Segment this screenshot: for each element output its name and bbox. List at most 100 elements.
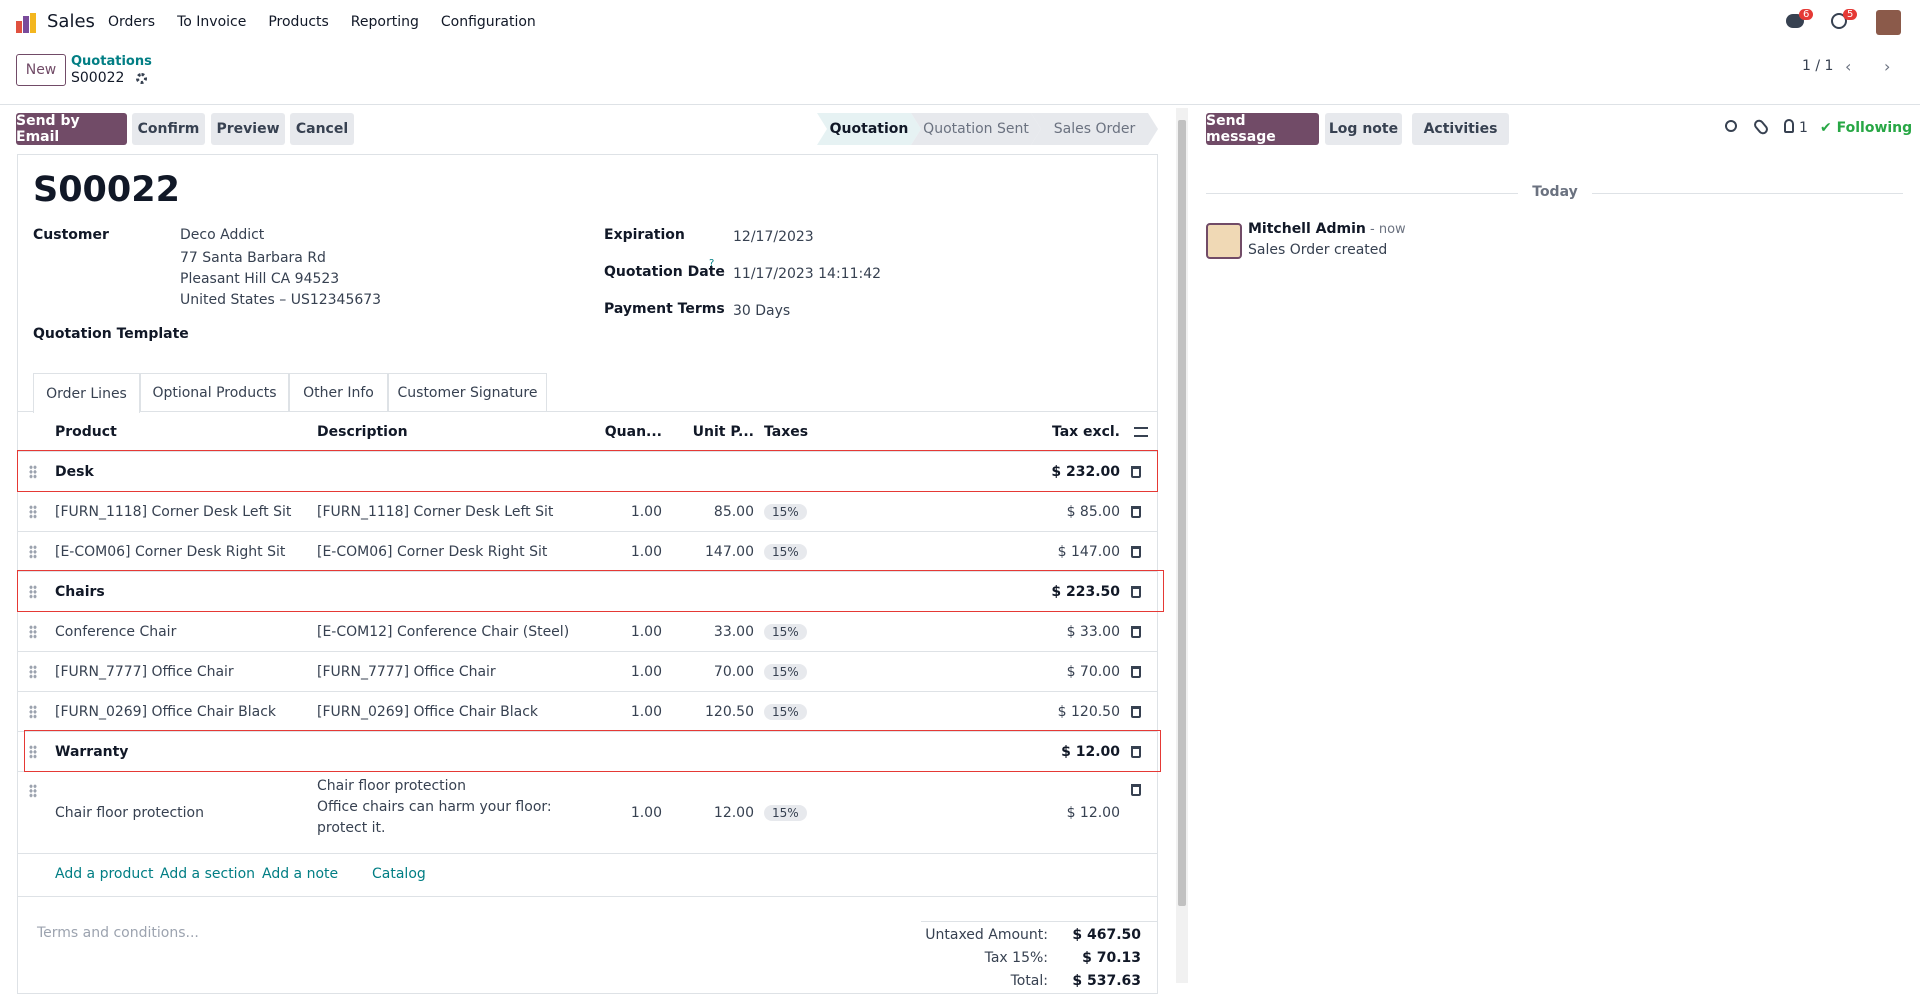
new-button[interactable]: New	[16, 54, 66, 86]
delete-icon[interactable]	[1131, 505, 1141, 518]
app-logo[interactable]	[16, 13, 38, 33]
field-value[interactable]: 30 Days	[733, 303, 791, 319]
order-line[interactable]: [E-COM06] Corner Desk Right Sit [E-COM06]…	[17, 532, 1158, 572]
drag-handle[interactable]	[29, 704, 37, 719]
order-line[interactable]: Chair floor protection Chair floor protec…	[17, 772, 1158, 854]
drag-handle[interactable]	[29, 624, 37, 639]
delete-icon[interactable]	[1131, 465, 1141, 478]
add-link[interactable]: Add a note	[262, 866, 339, 882]
order-line[interactable]: Conference Chair [E-COM12] Conference Cha…	[17, 612, 1158, 652]
author-avatar	[1206, 223, 1242, 259]
total-value: $ 537.63	[1072, 973, 1141, 989]
badge: 5	[1843, 9, 1858, 20]
divider	[921, 921, 1158, 922]
drag-handle[interactable]	[29, 504, 37, 519]
subtotal: $ 85.00	[1066, 503, 1120, 520]
action-button[interactable]: Preview	[211, 113, 285, 145]
drag-handle[interactable]	[29, 744, 37, 759]
subtotal: $ 33.00	[1066, 623, 1120, 640]
scroll-thumb[interactable]	[1178, 120, 1186, 906]
attachment-icon[interactable]	[1752, 117, 1770, 137]
follower-count[interactable]: 1	[1799, 120, 1808, 136]
field-value[interactable]: 11/17/2023 14:11:42	[733, 266, 882, 282]
product: [FURN_1118] Corner Desk Left Sit	[55, 503, 292, 520]
total-value: $ 70.13	[1082, 950, 1141, 966]
address-line[interactable]: Deco Addict	[180, 227, 265, 243]
product: [E-COM06] Corner Desk Right Sit	[55, 543, 286, 560]
menu-item[interactable]: Products	[268, 14, 329, 30]
tab[interactable]: Other Info	[289, 373, 388, 412]
delete-icon[interactable]	[1131, 784, 1141, 796]
order-line[interactable]: [FURN_0269] Office Chair Black [FURN_0269…	[17, 692, 1158, 732]
section-name: Chairs	[55, 583, 105, 600]
following-label: Following	[1836, 120, 1913, 136]
breadcrumb[interactable]: Quotations	[71, 54, 152, 69]
unit-price: 120.50	[705, 703, 754, 720]
description: [FURN_0269] Office Chair Black	[317, 703, 539, 720]
message-author[interactable]: Mitchell Admin	[1248, 221, 1366, 237]
pager-prev[interactable]: ‹	[1845, 57, 1852, 76]
total-label: Tax 15%:	[984, 950, 1048, 966]
action-button[interactable]: Send by Email	[16, 113, 127, 145]
activities-icon[interactable]	[1831, 13, 1847, 29]
unit-price: 12.00	[713, 804, 754, 821]
field-label: Quotation Date	[604, 264, 725, 280]
delete-icon[interactable]	[1131, 625, 1141, 638]
action-button[interactable]: Confirm	[132, 113, 205, 145]
delete-icon[interactable]	[1131, 545, 1141, 558]
total-label: Untaxed Amount:	[925, 927, 1048, 943]
add-link[interactable]: Add a product	[55, 866, 154, 882]
drag-handle[interactable]	[29, 784, 37, 798]
highlight-box	[24, 730, 1161, 772]
delete-icon[interactable]	[1131, 585, 1141, 598]
terms[interactable]: Terms and conditions...	[37, 925, 199, 941]
field-value[interactable]: 12/17/2023	[733, 229, 814, 245]
user-avatar[interactable]	[1876, 10, 1901, 35]
following[interactable]: ✔ Following	[1820, 120, 1913, 136]
column-header: Product	[55, 423, 117, 440]
drag-handle[interactable]	[29, 544, 37, 559]
pager-next[interactable]: ›	[1884, 57, 1891, 76]
drag-handle[interactable]	[29, 664, 37, 679]
divider	[17, 896, 1158, 897]
description: Chair floor protection Office chairs can…	[317, 778, 552, 836]
delete-icon[interactable]	[1131, 705, 1141, 718]
tab[interactable]: Customer Signature	[388, 373, 547, 412]
add-link[interactable]: Catalog	[372, 866, 426, 882]
description: [E-COM12] Conference Chair (Steel)	[317, 623, 570, 640]
tab[interactable]: Order Lines	[33, 373, 140, 413]
drag-handle[interactable]	[29, 584, 37, 599]
help-mark[interactable]: ?	[709, 258, 715, 269]
search-icon[interactable]	[1725, 120, 1737, 132]
menu-item[interactable]: Orders	[108, 14, 156, 30]
delete-icon[interactable]	[1131, 745, 1141, 758]
chatter-button[interactable]: Log note	[1325, 113, 1402, 145]
status-step[interactable]: Sales Order	[1031, 113, 1158, 145]
date-separator: Today	[1532, 184, 1578, 200]
field-label: Expiration	[604, 227, 685, 243]
gear-icon[interactable]	[136, 73, 147, 84]
follower-icon[interactable]	[1784, 119, 1794, 133]
scrollbar[interactable]	[1176, 108, 1188, 983]
settings-icon[interactable]	[1134, 426, 1148, 437]
status-step[interactable]: Quotation	[817, 113, 921, 145]
chatter-button[interactable]: Send message	[1206, 113, 1319, 145]
unit-price: 147.00	[705, 543, 754, 560]
menu-item[interactable]: Configuration	[440, 14, 536, 30]
add-link[interactable]: Add a section	[160, 866, 256, 882]
status-step[interactable]: Quotation Sent	[911, 113, 1041, 145]
action-button[interactable]: Cancel	[290, 113, 354, 145]
drag-handle[interactable]	[29, 464, 37, 479]
section-subtotal: $ 232.00	[1051, 463, 1120, 480]
highlight-box	[17, 450, 1158, 492]
order-line[interactable]: [FURN_1118] Corner Desk Left Sit [FURN_11…	[17, 492, 1158, 532]
app-name[interactable]: Sales	[47, 11, 95, 32]
menu-item[interactable]: Reporting	[350, 14, 419, 30]
chatter-button[interactable]: Activities	[1412, 113, 1509, 145]
tab[interactable]: Optional Products	[140, 373, 289, 412]
order-line[interactable]: [FURN_7777] Office Chair [FURN_7777] Offi…	[17, 652, 1158, 692]
menu-item[interactable]: To Invoice	[177, 14, 247, 30]
quantity: 1.00	[630, 663, 662, 680]
delete-icon[interactable]	[1131, 665, 1141, 678]
